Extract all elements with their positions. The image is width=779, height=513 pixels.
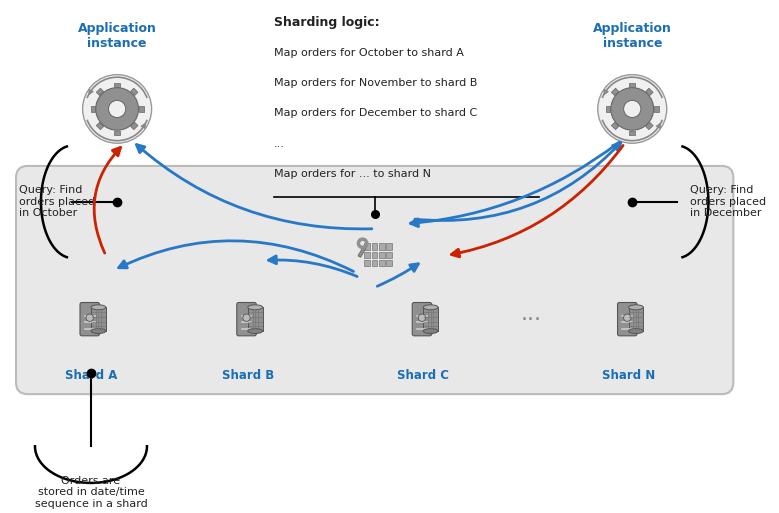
Bar xyxy=(97,88,104,95)
Ellipse shape xyxy=(629,329,643,333)
Ellipse shape xyxy=(91,329,106,333)
Bar xyxy=(372,260,377,266)
Bar xyxy=(365,244,370,250)
Bar xyxy=(379,244,385,250)
Bar xyxy=(606,106,610,112)
FancyBboxPatch shape xyxy=(618,303,637,336)
Text: Shard B: Shard B xyxy=(222,369,274,382)
Bar xyxy=(629,83,635,87)
Bar xyxy=(386,244,392,250)
Bar xyxy=(629,307,643,331)
Circle shape xyxy=(96,88,139,130)
Ellipse shape xyxy=(423,305,438,310)
Text: Query: Find
orders placed
in December: Query: Find orders placed in December xyxy=(690,185,767,219)
Ellipse shape xyxy=(91,305,106,310)
Ellipse shape xyxy=(248,329,263,333)
Bar xyxy=(90,106,95,112)
Bar xyxy=(97,123,104,130)
Bar xyxy=(379,252,385,258)
Text: Query: Find
orders placed
in October: Query: Find orders placed in October xyxy=(19,185,95,219)
Text: Application
instance: Application instance xyxy=(78,22,157,50)
Text: Map orders for December to shard C: Map orders for December to shard C xyxy=(274,108,478,119)
Bar xyxy=(131,88,138,95)
FancyBboxPatch shape xyxy=(237,303,256,336)
Circle shape xyxy=(83,74,152,143)
Text: Shard A: Shard A xyxy=(65,369,117,382)
Bar xyxy=(115,131,120,135)
Circle shape xyxy=(611,88,654,130)
Ellipse shape xyxy=(629,305,643,310)
Bar xyxy=(115,83,120,87)
Text: ...: ... xyxy=(521,304,542,324)
Bar xyxy=(423,307,438,331)
Text: Shard C: Shard C xyxy=(397,369,449,382)
Circle shape xyxy=(108,101,125,117)
Bar xyxy=(365,252,370,258)
Circle shape xyxy=(86,314,93,321)
Text: Sharding logic:: Sharding logic: xyxy=(274,16,379,29)
Bar xyxy=(646,123,653,130)
Bar xyxy=(365,260,370,266)
Bar xyxy=(248,307,263,331)
Circle shape xyxy=(597,74,667,143)
Ellipse shape xyxy=(423,329,438,333)
Bar xyxy=(386,252,392,258)
Bar xyxy=(612,88,619,95)
Text: Map orders for November to shard B: Map orders for November to shard B xyxy=(274,78,478,88)
Bar xyxy=(386,260,392,266)
Text: Shard N: Shard N xyxy=(602,369,655,382)
Circle shape xyxy=(624,101,641,117)
FancyBboxPatch shape xyxy=(412,303,432,336)
Text: ...: ... xyxy=(274,139,285,149)
Text: Application
instance: Application instance xyxy=(593,22,671,50)
Bar xyxy=(358,244,367,258)
Bar xyxy=(629,131,635,135)
Text: Map orders for ... to shard N: Map orders for ... to shard N xyxy=(274,169,431,179)
Ellipse shape xyxy=(248,305,263,310)
Circle shape xyxy=(623,314,631,321)
Text: Map orders for October to shard A: Map orders for October to shard A xyxy=(274,48,464,58)
Bar xyxy=(131,123,138,130)
Bar xyxy=(372,252,377,258)
Text: Orders are
stored in date/time
sequence in a shard: Orders are stored in date/time sequence … xyxy=(34,476,147,509)
Bar xyxy=(379,260,385,266)
Bar xyxy=(372,244,377,250)
Bar xyxy=(646,88,653,95)
FancyBboxPatch shape xyxy=(80,303,100,336)
Bar xyxy=(139,106,143,112)
Circle shape xyxy=(418,314,425,321)
Bar xyxy=(91,307,106,331)
Circle shape xyxy=(243,314,250,321)
FancyBboxPatch shape xyxy=(16,166,733,394)
Bar xyxy=(654,106,659,112)
Bar xyxy=(612,123,619,130)
